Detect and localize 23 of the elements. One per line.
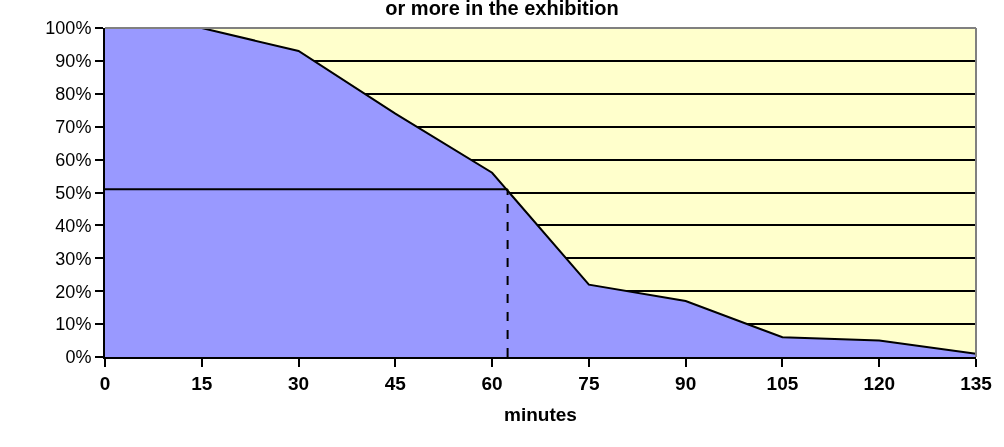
x-tick-label: 30 [287, 372, 310, 394]
y-tick-label: 60% [55, 149, 92, 170]
y-tick-label: 0% [65, 347, 92, 368]
y-tick-label: 40% [55, 215, 92, 236]
x-tick-label: 15 [191, 372, 213, 394]
x-tick-label: 45 [384, 372, 407, 394]
chart-title: or more in the exhibition [385, 0, 619, 20]
y-tick-label: 20% [55, 281, 92, 302]
y-tick-label: 10% [55, 314, 92, 335]
x-tick-label: 120 [863, 372, 896, 394]
x-tick-label: 0 [99, 372, 111, 394]
x-tick-label: 105 [766, 372, 799, 394]
x-axis-title: minutes [504, 404, 577, 426]
x-tick-label: 90 [675, 372, 697, 394]
x-tick-label: 75 [578, 372, 600, 394]
y-tick-label: 50% [55, 182, 92, 203]
y-tick-label: 100% [45, 18, 92, 39]
x-tick-label: 135 [960, 372, 993, 394]
x-tick-label: 60 [481, 372, 503, 394]
y-tick-label: 30% [55, 248, 92, 269]
y-tick-label: 80% [55, 84, 92, 105]
y-tick-label: 90% [55, 51, 92, 72]
y-tick-label: 70% [55, 117, 92, 137]
